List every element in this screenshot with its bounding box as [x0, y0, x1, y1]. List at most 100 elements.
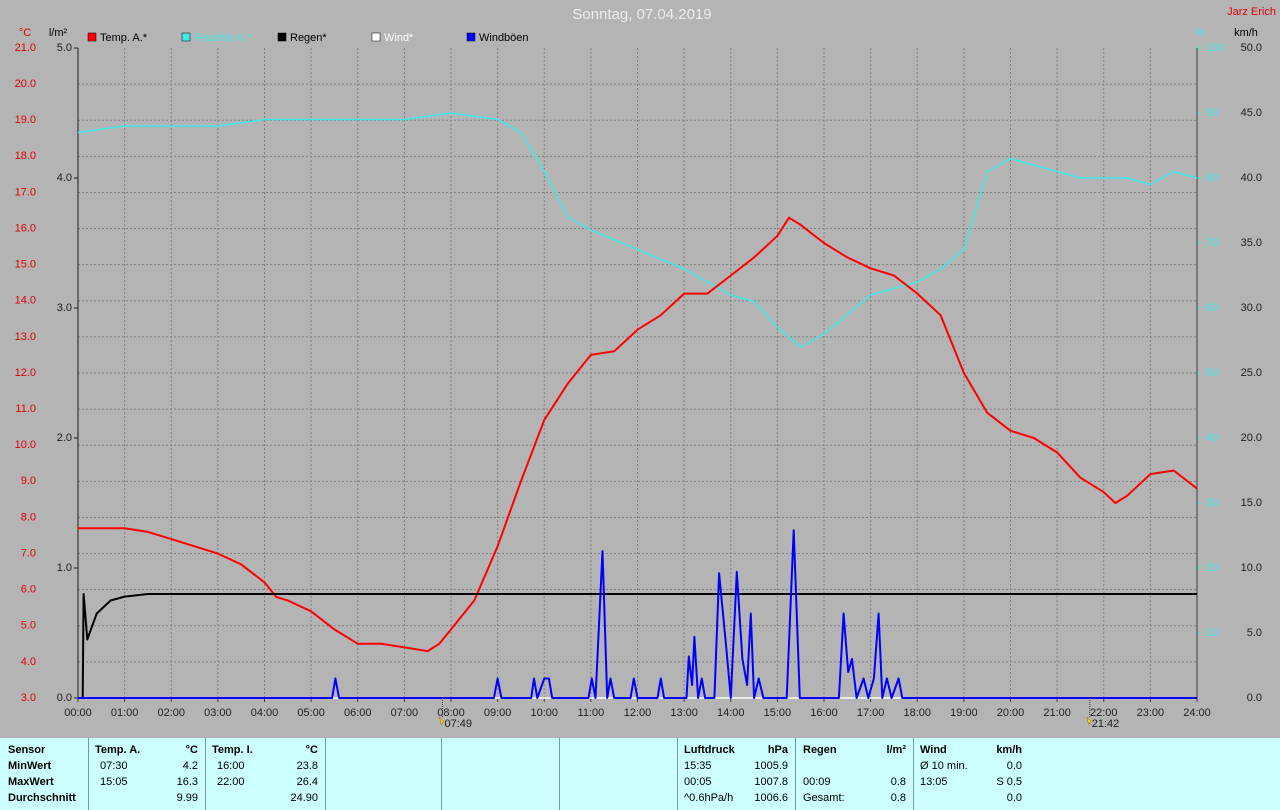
- table-cell: 1006.6: [754, 792, 788, 804]
- y-tick-label: 18.0: [15, 150, 36, 162]
- y3-tick-label: 5.0: [57, 42, 72, 54]
- y4-axis-title: km/h: [1234, 27, 1258, 39]
- table-cell: 0.8: [890, 776, 906, 788]
- table-cell: 13:05: [920, 776, 948, 788]
- table-separator: [677, 738, 678, 810]
- y3-tick-label: 2.0: [57, 432, 72, 444]
- table-cell: 23.8: [296, 760, 318, 772]
- table-cell: Temp. I.: [212, 744, 253, 756]
- x-tick-label: 13:00: [670, 707, 698, 719]
- table-cell: 16.3: [176, 776, 198, 788]
- sun-icon: [1086, 716, 1092, 726]
- table-separator: [325, 738, 326, 810]
- y-tick-label: 5.0: [21, 620, 36, 632]
- y4-tick-label: 15.0: [1241, 497, 1262, 509]
- table-cell: 1005.9: [754, 760, 788, 772]
- x-tick-label: 14:00: [717, 707, 745, 719]
- x-tick-label: 11:00: [578, 707, 605, 719]
- table-cell: Luftdruck: [684, 744, 735, 756]
- table-separator: [913, 738, 914, 810]
- legend-swatch: [277, 32, 287, 42]
- y2-tick-label: 70: [1206, 237, 1218, 249]
- y-tick-label: 17.0: [15, 186, 36, 198]
- y4-tick-label: 0.0: [1247, 692, 1262, 704]
- y3-axis-title: l/m²: [49, 27, 68, 39]
- y4-tick-label: 5.0: [1247, 627, 1262, 639]
- table-cell: hPa: [767, 744, 788, 756]
- sun-icon: [438, 716, 444, 726]
- stats-table: Sensor Temp. A. °C Temp. I. °C Luftdruck hPa Re…: [0, 738, 1280, 810]
- table-cell: 0.0: [1006, 792, 1022, 804]
- y3-tick-label: 0.0: [57, 692, 72, 704]
- table-cell: MaxWert: [8, 776, 54, 788]
- legend-label: Regen*: [290, 32, 327, 44]
- y4-tick-label: 35.0: [1241, 237, 1262, 249]
- table-cell: l/m²: [886, 744, 906, 756]
- table-cell: km/h: [996, 744, 1022, 756]
- table-cell: 07:30: [100, 760, 128, 772]
- table-separator: [88, 738, 89, 810]
- x-tick-label: 04:00: [251, 707, 279, 719]
- x-tick-label: 23:00: [1137, 707, 1165, 719]
- y-tick-label: 6.0: [21, 584, 36, 596]
- y-tick-label: 20.0: [15, 78, 36, 90]
- y-tick-label: 7.0: [21, 547, 36, 559]
- table-cell: 16:00: [217, 760, 245, 772]
- table-cell: 22:00: [217, 776, 245, 788]
- y-tick-label: 4.0: [21, 656, 36, 668]
- y4-tick-label: 25.0: [1241, 367, 1262, 379]
- series-line: [78, 216, 1198, 653]
- y2-tick-label: 90: [1206, 107, 1218, 119]
- y2-axis-title: %: [1195, 27, 1205, 39]
- y4-tick-label: 20.0: [1241, 432, 1262, 444]
- table-cell: ^0.6hPa/h: [684, 792, 734, 804]
- series-line: [77, 112, 1198, 348]
- y-tick-label: 14.0: [15, 295, 36, 307]
- y-tick-label: 21.0: [15, 42, 36, 54]
- table-cell: 9.99: [176, 792, 198, 804]
- x-tick-label: 09:00: [484, 707, 512, 719]
- table-separator: [205, 738, 206, 810]
- table-separator: [441, 738, 442, 810]
- x-tick-label: 05:00: [297, 707, 325, 719]
- legend-label: Wind*: [384, 32, 414, 44]
- y-tick-label: 16.0: [15, 222, 36, 234]
- table-cell: 0.8: [890, 792, 906, 804]
- table-cell: 15:05: [100, 776, 128, 788]
- legend-swatch: [466, 32, 476, 42]
- table-cell: Gesamt:: [803, 792, 845, 804]
- table-cell: 1007.8: [754, 776, 788, 788]
- legend-label: Windböen: [479, 32, 529, 44]
- y-tick-label: 12.0: [15, 367, 36, 379]
- table-cell: Temp. A.: [95, 744, 141, 756]
- table-cell: Ø 10 min.: [920, 760, 968, 772]
- x-tick-label: 12:00: [624, 707, 652, 719]
- table-separator: [795, 738, 796, 810]
- chart-title: Sonntag, 07.04.2019: [572, 6, 711, 23]
- table-separator: [559, 738, 560, 810]
- y-tick-label: 13.0: [15, 331, 36, 343]
- y-tick-label: 10.0: [15, 439, 36, 451]
- y-tick-label: 3.0: [21, 692, 36, 704]
- legend-swatch: [181, 32, 191, 42]
- author: Jarz Erich: [1227, 6, 1276, 18]
- y-tick-label: 9.0: [21, 475, 36, 487]
- x-tick-label: 16:00: [810, 707, 838, 719]
- table-cell: °C: [185, 744, 198, 756]
- y3-tick-label: 3.0: [57, 302, 72, 314]
- x-tick-label: 18:00: [903, 707, 931, 719]
- table-cell: 00:09: [803, 776, 831, 788]
- table-cell: 00:05: [684, 776, 712, 788]
- table-cell: Sensor: [8, 744, 46, 756]
- x-tick-label: 24:00: [1183, 707, 1211, 719]
- legend-swatch: [87, 32, 97, 42]
- y-tick-label: 11.0: [15, 403, 36, 415]
- y-axis-title: °C: [19, 27, 31, 39]
- table-cell: 26.4: [296, 776, 318, 788]
- y4-tick-label: 10.0: [1241, 562, 1262, 574]
- annotation-label: 21:42: [1092, 718, 1120, 730]
- y-tick-label: 15.0: [15, 259, 36, 271]
- table-cell: Wind: [920, 744, 947, 756]
- table-cell: 4.2: [182, 760, 198, 772]
